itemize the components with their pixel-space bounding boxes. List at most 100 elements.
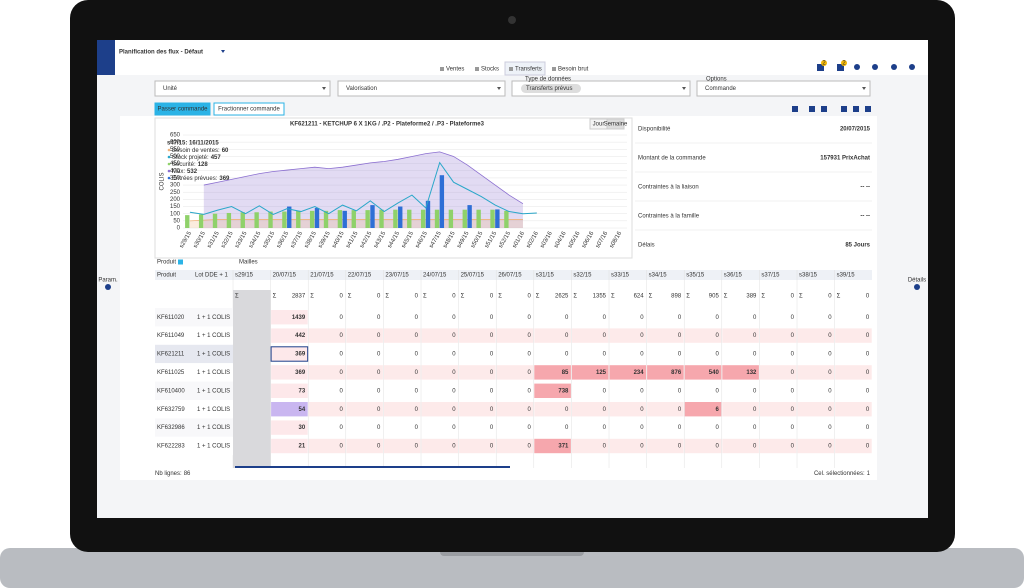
cell[interactable] [797,328,835,343]
cell[interactable] [684,310,722,325]
cell[interactable] [609,420,647,435]
cell[interactable] [346,328,383,343]
cell[interactable] [571,365,609,380]
cell[interactable] [797,420,835,435]
cell[interactable] [722,328,759,343]
cell[interactable] [459,310,496,325]
cell[interactable] [647,365,684,380]
cell[interactable] [383,402,421,417]
cell[interactable] [459,383,496,398]
header-icon[interactable] [817,64,824,71]
cell[interactable] [534,365,571,380]
tab[interactable]: Transferts [515,67,542,73]
button[interactable] [154,102,211,116]
cell[interactable] [647,420,684,435]
cell[interactable] [496,420,534,435]
cell[interactable] [459,438,496,454]
cell[interactable] [835,420,872,435]
tool-icon[interactable] [865,106,871,112]
cell[interactable] [759,346,797,362]
cell[interactable] [270,346,309,362]
cell[interactable] [835,383,872,398]
cell[interactable] [421,402,459,417]
cell[interactable] [647,310,684,325]
tab[interactable]: Besoin brut [558,67,589,73]
options-select[interactable] [696,80,871,97]
cell[interactable] [609,438,647,454]
cell[interactable] [684,328,722,343]
cell[interactable] [346,310,383,325]
cell[interactable] [271,365,308,380]
cell[interactable] [534,420,571,435]
cell[interactable] [459,365,496,380]
cell[interactable] [571,310,609,325]
cell[interactable] [383,420,421,435]
side-right[interactable]: Détails [908,278,926,284]
cell[interactable] [383,346,421,362]
tool-icon[interactable] [792,106,798,112]
cell[interactable] [459,402,496,417]
cell[interactable] [534,438,571,454]
cell[interactable] [346,402,383,417]
side-left[interactable]: Param. [98,278,118,284]
cell[interactable] [759,365,797,380]
cell[interactable] [308,420,346,435]
cell[interactable] [684,383,722,398]
cell[interactable] [346,438,383,454]
cell[interactable] [759,438,797,454]
cell[interactable] [684,438,722,454]
header-icon[interactable] [891,64,897,70]
cell[interactable] [308,346,346,362]
cell[interactable] [722,365,759,380]
cell[interactable] [459,346,496,362]
cell[interactable] [421,438,459,454]
cell[interactable] [421,328,459,343]
cell[interactable] [346,383,383,398]
cell[interactable] [759,328,797,343]
cell[interactable] [496,365,534,380]
tool-icon[interactable] [821,106,827,112]
cell[interactable] [271,438,308,454]
cell[interactable] [308,402,346,417]
cell[interactable] [571,420,609,435]
cell[interactable] [609,365,647,380]
cell[interactable] [647,438,684,454]
cell[interactable] [496,310,534,325]
header-icon[interactable] [854,64,860,70]
cell[interactable] [647,328,684,343]
header-icon[interactable] [837,64,844,71]
cell[interactable] [496,346,534,362]
cell[interactable] [496,383,534,398]
cell[interactable] [271,310,308,325]
cell[interactable] [609,310,647,325]
cell[interactable] [308,310,346,325]
cell[interactable] [835,438,872,454]
valuation-select[interactable] [337,80,506,97]
cell[interactable] [496,438,534,454]
cell[interactable] [609,328,647,343]
table-toolbar[interactable]: Mailles [239,260,258,266]
header-icon[interactable] [909,64,915,70]
cell[interactable] [308,438,346,454]
cell[interactable] [271,328,308,343]
cell[interactable] [421,365,459,380]
cell[interactable] [835,328,872,343]
tool-icon[interactable] [853,106,859,112]
cell[interactable] [421,346,459,362]
cell[interactable] [534,328,571,343]
tab[interactable]: Stocks [481,67,499,73]
cell[interactable] [534,310,571,325]
cell[interactable] [797,402,835,417]
cell[interactable] [609,402,647,417]
add-icon[interactable] [178,259,183,265]
cell[interactable] [308,383,346,398]
cell[interactable] [496,402,534,417]
cell[interactable] [308,328,346,343]
tool-icon[interactable] [841,106,847,112]
cell[interactable] [383,383,421,398]
cell[interactable] [459,328,496,343]
cell[interactable] [609,383,647,398]
tab[interactable]: Ventes [446,67,464,73]
cell[interactable] [759,383,797,398]
cell[interactable] [835,402,872,417]
